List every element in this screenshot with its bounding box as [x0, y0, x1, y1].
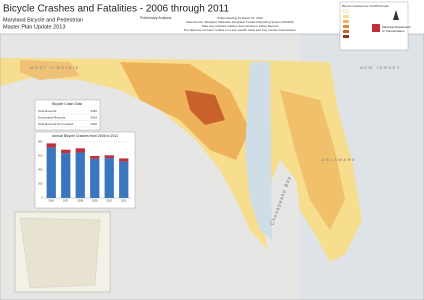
subtitle: Master Plan Update 2013: [3, 24, 65, 30]
chart-title: Annual Bicycle Crashes from 2006 to 2011: [52, 134, 118, 138]
bar-segment: [75, 152, 85, 198]
crash-density-area: [185, 90, 225, 125]
table-cell: 4430: [90, 109, 97, 113]
legend-swatch: [342, 9, 350, 14]
north-arrow: [393, 10, 399, 20]
title: Bicycle Crashes and Fatalities - 2006 th…: [3, 4, 229, 15]
legend-swatch: [343, 20, 349, 23]
x-tick-label: 2007: [63, 199, 69, 203]
chart: 0 200 400 600 800 2006 2007 2008 2009 2010 2011: [38, 140, 131, 203]
legend-swatch: [343, 30, 349, 33]
legend-swatch: [343, 25, 349, 28]
table-cell: Total Records: [38, 109, 57, 113]
place-label: DELAWARE: [322, 157, 356, 162]
chesapeake-bay: [245, 62, 272, 240]
bar-segment: [119, 158, 129, 162]
note: Public Meeting #1 March 21, 2013: [217, 16, 263, 20]
y-tick-label: 0: [41, 196, 43, 200]
place-label: NEW JERSEY: [360, 65, 401, 70]
table-title: Bicycle Crash Data: [52, 102, 82, 106]
table: Total Records 4430 Geolocated Records 3194 T…: [37, 109, 98, 128]
bar-segment: [46, 143, 56, 148]
y-tick-label: 200: [38, 182, 43, 186]
logo-text: Maryland Department: [382, 25, 411, 29]
y-tick-label: 600: [38, 154, 43, 158]
crash-density-area: [20, 60, 80, 80]
subtitle: Maryland Bicycle and Pedestrian: [3, 17, 83, 23]
logo-mark: [372, 24, 380, 32]
status: Preliminary Analysis: [140, 16, 172, 20]
bar-segment: [75, 148, 85, 153]
legend-swatch: [343, 15, 349, 18]
bar-segment: [61, 153, 71, 198]
bar-segment: [90, 156, 100, 159]
bar-segment: [104, 155, 114, 159]
x-tick-label: 2009: [92, 199, 98, 203]
table-cell: 1236: [90, 122, 97, 126]
maryland: [0, 58, 362, 262]
y-tick-label: 800: [38, 140, 43, 144]
x-tick-label: 2008: [77, 199, 83, 203]
bar-segment: [119, 161, 129, 198]
bar-segment: [104, 158, 114, 198]
crash-density-area: [280, 90, 345, 230]
bar-segment: [61, 149, 71, 154]
y-tick-label: 400: [38, 168, 43, 172]
note: The data has not been verified on a site…: [184, 28, 297, 32]
x-tick-label: 2010: [106, 199, 112, 203]
inset-land: [19, 217, 101, 289]
table-cell: 3194: [90, 115, 97, 119]
table-box: [34, 99, 101, 131]
map-frame: [0, 33, 424, 300]
bar-segment: [90, 158, 100, 198]
crash-density-area: [120, 62, 250, 160]
x-tick-label: 2011: [121, 199, 127, 203]
note: Data only includes crashes documented in…: [202, 24, 279, 28]
bar-segment: [46, 147, 56, 198]
legend-title: Bicycle Crashes per 10,000 People: [342, 4, 389, 8]
logo-text: of Transportation: [382, 29, 405, 33]
note: Data Source: Maryland Statewide Integrat…: [186, 20, 293, 24]
table-cell: Total Records Not Located: [38, 122, 74, 126]
place-label: WEST VIRGINIA: [30, 65, 80, 70]
legend-swatch: [343, 35, 349, 38]
table-cell: Geolocated Records: [38, 115, 66, 119]
x-tick-label: 2006: [48, 199, 54, 203]
